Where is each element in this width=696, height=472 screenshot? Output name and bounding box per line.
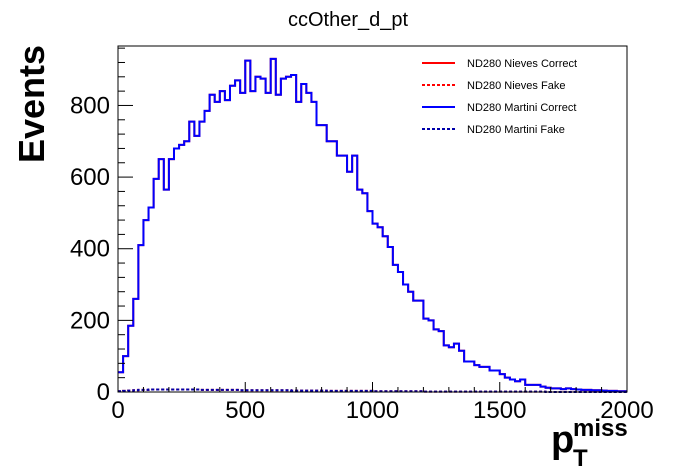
- x-axis-label-superscript: miss: [573, 415, 628, 442]
- legend: ND280 Nieves Correct ND280 Nieves Fake ND2…: [422, 58, 577, 136]
- y-axis: 0 200 400 600 800: [70, 47, 133, 406]
- y-tick-label: 600: [70, 164, 110, 191]
- x-axis-label-subscript: T: [573, 445, 588, 472]
- y-tick-label: 800: [70, 92, 110, 119]
- y-tick-label: 0: [97, 379, 110, 406]
- legend-entry: ND280 Nieves Fake: [467, 80, 565, 92]
- x-axis-label-main: p: [551, 419, 574, 461]
- series-line: [118, 388, 627, 393]
- series-layer: [118, 57, 627, 393]
- legend-entry: ND280 Martini Fake: [467, 124, 565, 136]
- x-axis: 0 500 1000 1500 2000: [111, 382, 654, 424]
- x-tick-label: 500: [225, 397, 265, 424]
- x-tick-label: 1500: [473, 397, 526, 424]
- y-axis-label: Events: [11, 45, 52, 163]
- x-axis-label: p miss T: [551, 415, 628, 472]
- legend-entry: ND280 Nieves Correct: [467, 58, 577, 70]
- legend-entry: ND280 Martini Correct: [467, 102, 576, 114]
- x-tick-label: 1000: [346, 397, 399, 424]
- chart-title: ccOther_d_pt: [288, 9, 409, 31]
- x-tick-label: 2000: [600, 397, 653, 424]
- x-tick-label: 0: [111, 397, 124, 424]
- y-tick-label: 400: [70, 236, 110, 263]
- y-tick-label: 200: [70, 307, 110, 334]
- series-line: [118, 57, 627, 393]
